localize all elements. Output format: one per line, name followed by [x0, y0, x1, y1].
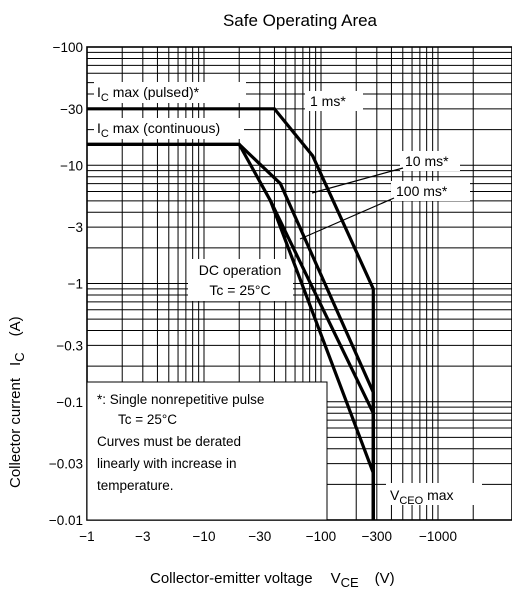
label-background	[305, 91, 363, 111]
label-backgrounds	[94, 82, 470, 301]
vceo-max-label: VCEO max	[390, 487, 454, 507]
label-background	[391, 181, 470, 201]
ic-max-continuous-label: IC max (continuous)	[97, 120, 220, 140]
y-tick-label: −30	[60, 102, 83, 117]
x-tick-label: −100	[306, 529, 336, 544]
x-axis-label-main: Collector-emitter voltage	[150, 570, 313, 587]
x-tick-label: −3	[135, 529, 150, 544]
y-tick-label: −0.01	[49, 513, 83, 528]
leader-line	[311, 167, 404, 194]
x-tick-label: −1	[79, 529, 94, 544]
note-line-1: *: Single nonrepetitive pulse	[97, 392, 264, 407]
x-tick-label: −30	[248, 529, 271, 544]
tick-labels: −1 −3 −10 −30 −100 −300 −1000 −0.01 −0.03 −0.1 −0.…	[49, 40, 457, 544]
note-line-4: linearly with increase in	[97, 456, 237, 471]
vceo-label-bg	[386, 483, 482, 505]
note-line-2: Tc = 25°C	[118, 412, 177, 427]
label-background	[94, 118, 244, 139]
x-axis-label: Collector-emitter voltage VCE (V)	[150, 570, 395, 590]
note-box	[86, 381, 328, 521]
label-background	[94, 82, 246, 103]
y-tick-label: −1	[68, 277, 83, 292]
y-tick-label: −10	[60, 158, 83, 173]
dc-operation-label: DC operation	[199, 262, 282, 278]
dc-tc-label: Tc = 25°C	[209, 282, 270, 298]
y-axis-subscript: C	[12, 352, 27, 361]
y-tick-label: −0.1	[56, 395, 83, 410]
curves	[87, 107, 375, 520]
x-axis-subscript: CE	[341, 575, 359, 590]
y-axis-unit: (A)	[7, 316, 24, 336]
y-tick-label: −0.3	[56, 338, 83, 353]
y-axis-label-main: Collector current	[7, 377, 24, 488]
y-axis-symbol: I	[7, 362, 24, 366]
label-1ms: 1 ms*	[310, 93, 346, 109]
label-background	[188, 259, 293, 301]
note-line-5: temperature.	[97, 478, 174, 493]
leader-lines	[299, 167, 404, 240]
leader-line	[299, 197, 395, 240]
series-1-ms-curve	[87, 107, 375, 520]
label-100ms: 100 ms*	[396, 183, 448, 199]
x-tick-label: −1000	[419, 529, 457, 544]
label-10ms: 10 ms*	[405, 153, 449, 169]
x-tick-label: −10	[193, 529, 216, 544]
label-background	[400, 151, 460, 171]
ic-max-pulsed-label: IC max (pulsed)*	[97, 84, 200, 104]
x-axis-unit: (V)	[375, 570, 395, 587]
x-axis-symbol: V	[331, 570, 341, 587]
y-axis-label: Collector current IC (A)	[7, 316, 27, 488]
x-tick-label: −300	[362, 529, 392, 544]
chart-title: Safe Operating Area	[223, 11, 378, 30]
note-line-3: Curves must be derated	[97, 434, 241, 449]
y-tick-label: −100	[53, 40, 83, 55]
series-dc-operation-curve	[87, 142, 375, 520]
y-tick-label: −3	[68, 220, 83, 235]
y-tick-label: −0.03	[49, 457, 83, 472]
